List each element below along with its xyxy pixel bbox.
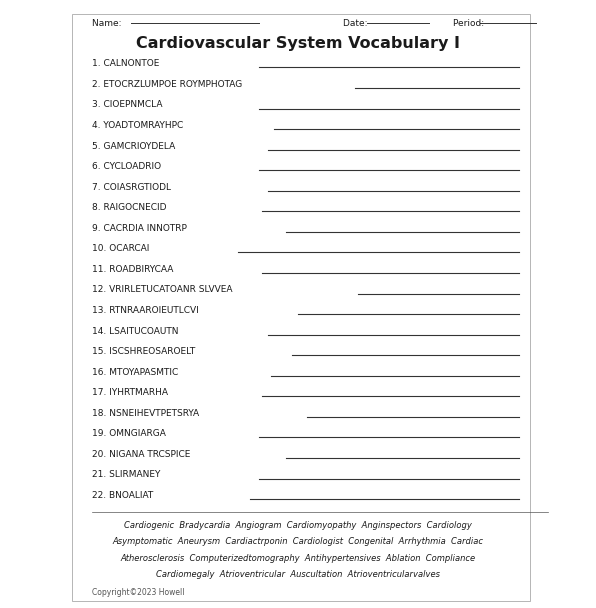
Text: Cardiomegaly  Atrioventricular  Auscultation  Atrioventricularvalves: Cardiomegaly Atrioventricular Auscultati… [156, 570, 440, 579]
Text: Cardiogenic  Bradycardia  Angiogram  Cardiomyopathy  Anginspectors  Cardiology: Cardiogenic Bradycardia Angiogram Cardio… [124, 521, 472, 530]
Text: 1. CALNONTOE: 1. CALNONTOE [92, 60, 160, 68]
Text: Name:: Name: [92, 19, 125, 27]
Text: 7. COIASRGTIODL: 7. COIASRGTIODL [92, 182, 172, 192]
Text: Date:: Date: [343, 19, 370, 27]
Text: 11. ROADBIRYCAA: 11. ROADBIRYCAA [92, 265, 174, 274]
Text: Atherosclerosis  Computerizedtomography  Antihypertensives  Ablation  Compliance: Atherosclerosis Computerizedtomography A… [120, 554, 476, 562]
Text: 22. BNOALIAT: 22. BNOALIAT [92, 491, 154, 500]
Text: 9. CACRDIA INNOTRP: 9. CACRDIA INNOTRP [92, 224, 187, 233]
Text: 13. RTNRAAROIEUTLCVI: 13. RTNRAAROIEUTLCVI [92, 306, 199, 315]
Text: 8. RAIGOCNECID: 8. RAIGOCNECID [92, 203, 167, 212]
Text: 21. SLIRMANEY: 21. SLIRMANEY [92, 471, 161, 480]
Text: Period:: Period: [453, 19, 487, 27]
Text: 19. OMNGIARGA: 19. OMNGIARGA [92, 429, 166, 438]
Text: 4. YOADTOMRAYHPC: 4. YOADTOMRAYHPC [92, 121, 184, 130]
Text: 20. NIGANA TRCSPICE: 20. NIGANA TRCSPICE [92, 450, 191, 459]
Text: Copyright©2023 Howell: Copyright©2023 Howell [92, 589, 185, 597]
Text: 15. ISCSHREOSAROELT: 15. ISCSHREOSAROELT [92, 347, 195, 356]
Text: 2. ETOCRZLUMPOE ROYMPHOTAG: 2. ETOCRZLUMPOE ROYMPHOTAG [92, 80, 243, 89]
Text: 16. MTOYAPASMTIC: 16. MTOYAPASMTIC [92, 368, 179, 377]
Text: Asymptomatic  Aneurysm  Cardiactrponin  Cardiologist  Congenital  Arrhythmia  Ca: Asymptomatic Aneurysm Cardiactrponin Car… [113, 537, 483, 546]
Text: 18. NSNEIHEVTPETSRYA: 18. NSNEIHEVTPETSRYA [92, 409, 200, 418]
Text: 10. OCARCAI: 10. OCARCAI [92, 244, 150, 254]
Text: Cardiovascular System Vocabulary I: Cardiovascular System Vocabulary I [136, 36, 460, 51]
Text: 6. CYCLOADRIO: 6. CYCLOADRIO [92, 162, 162, 171]
Text: 12. VRIRLETUCATOANR SLVVEA: 12. VRIRLETUCATOANR SLVVEA [92, 286, 233, 294]
Text: 14. LSAITUCOAUTN: 14. LSAITUCOAUTN [92, 326, 179, 336]
Text: 5. GAMCRIOYDELA: 5. GAMCRIOYDELA [92, 142, 176, 151]
Text: 17. IYHRTMARHA: 17. IYHRTMARHA [92, 389, 169, 397]
Text: 3. CIOEPNMCLA: 3. CIOEPNMCLA [92, 100, 163, 109]
